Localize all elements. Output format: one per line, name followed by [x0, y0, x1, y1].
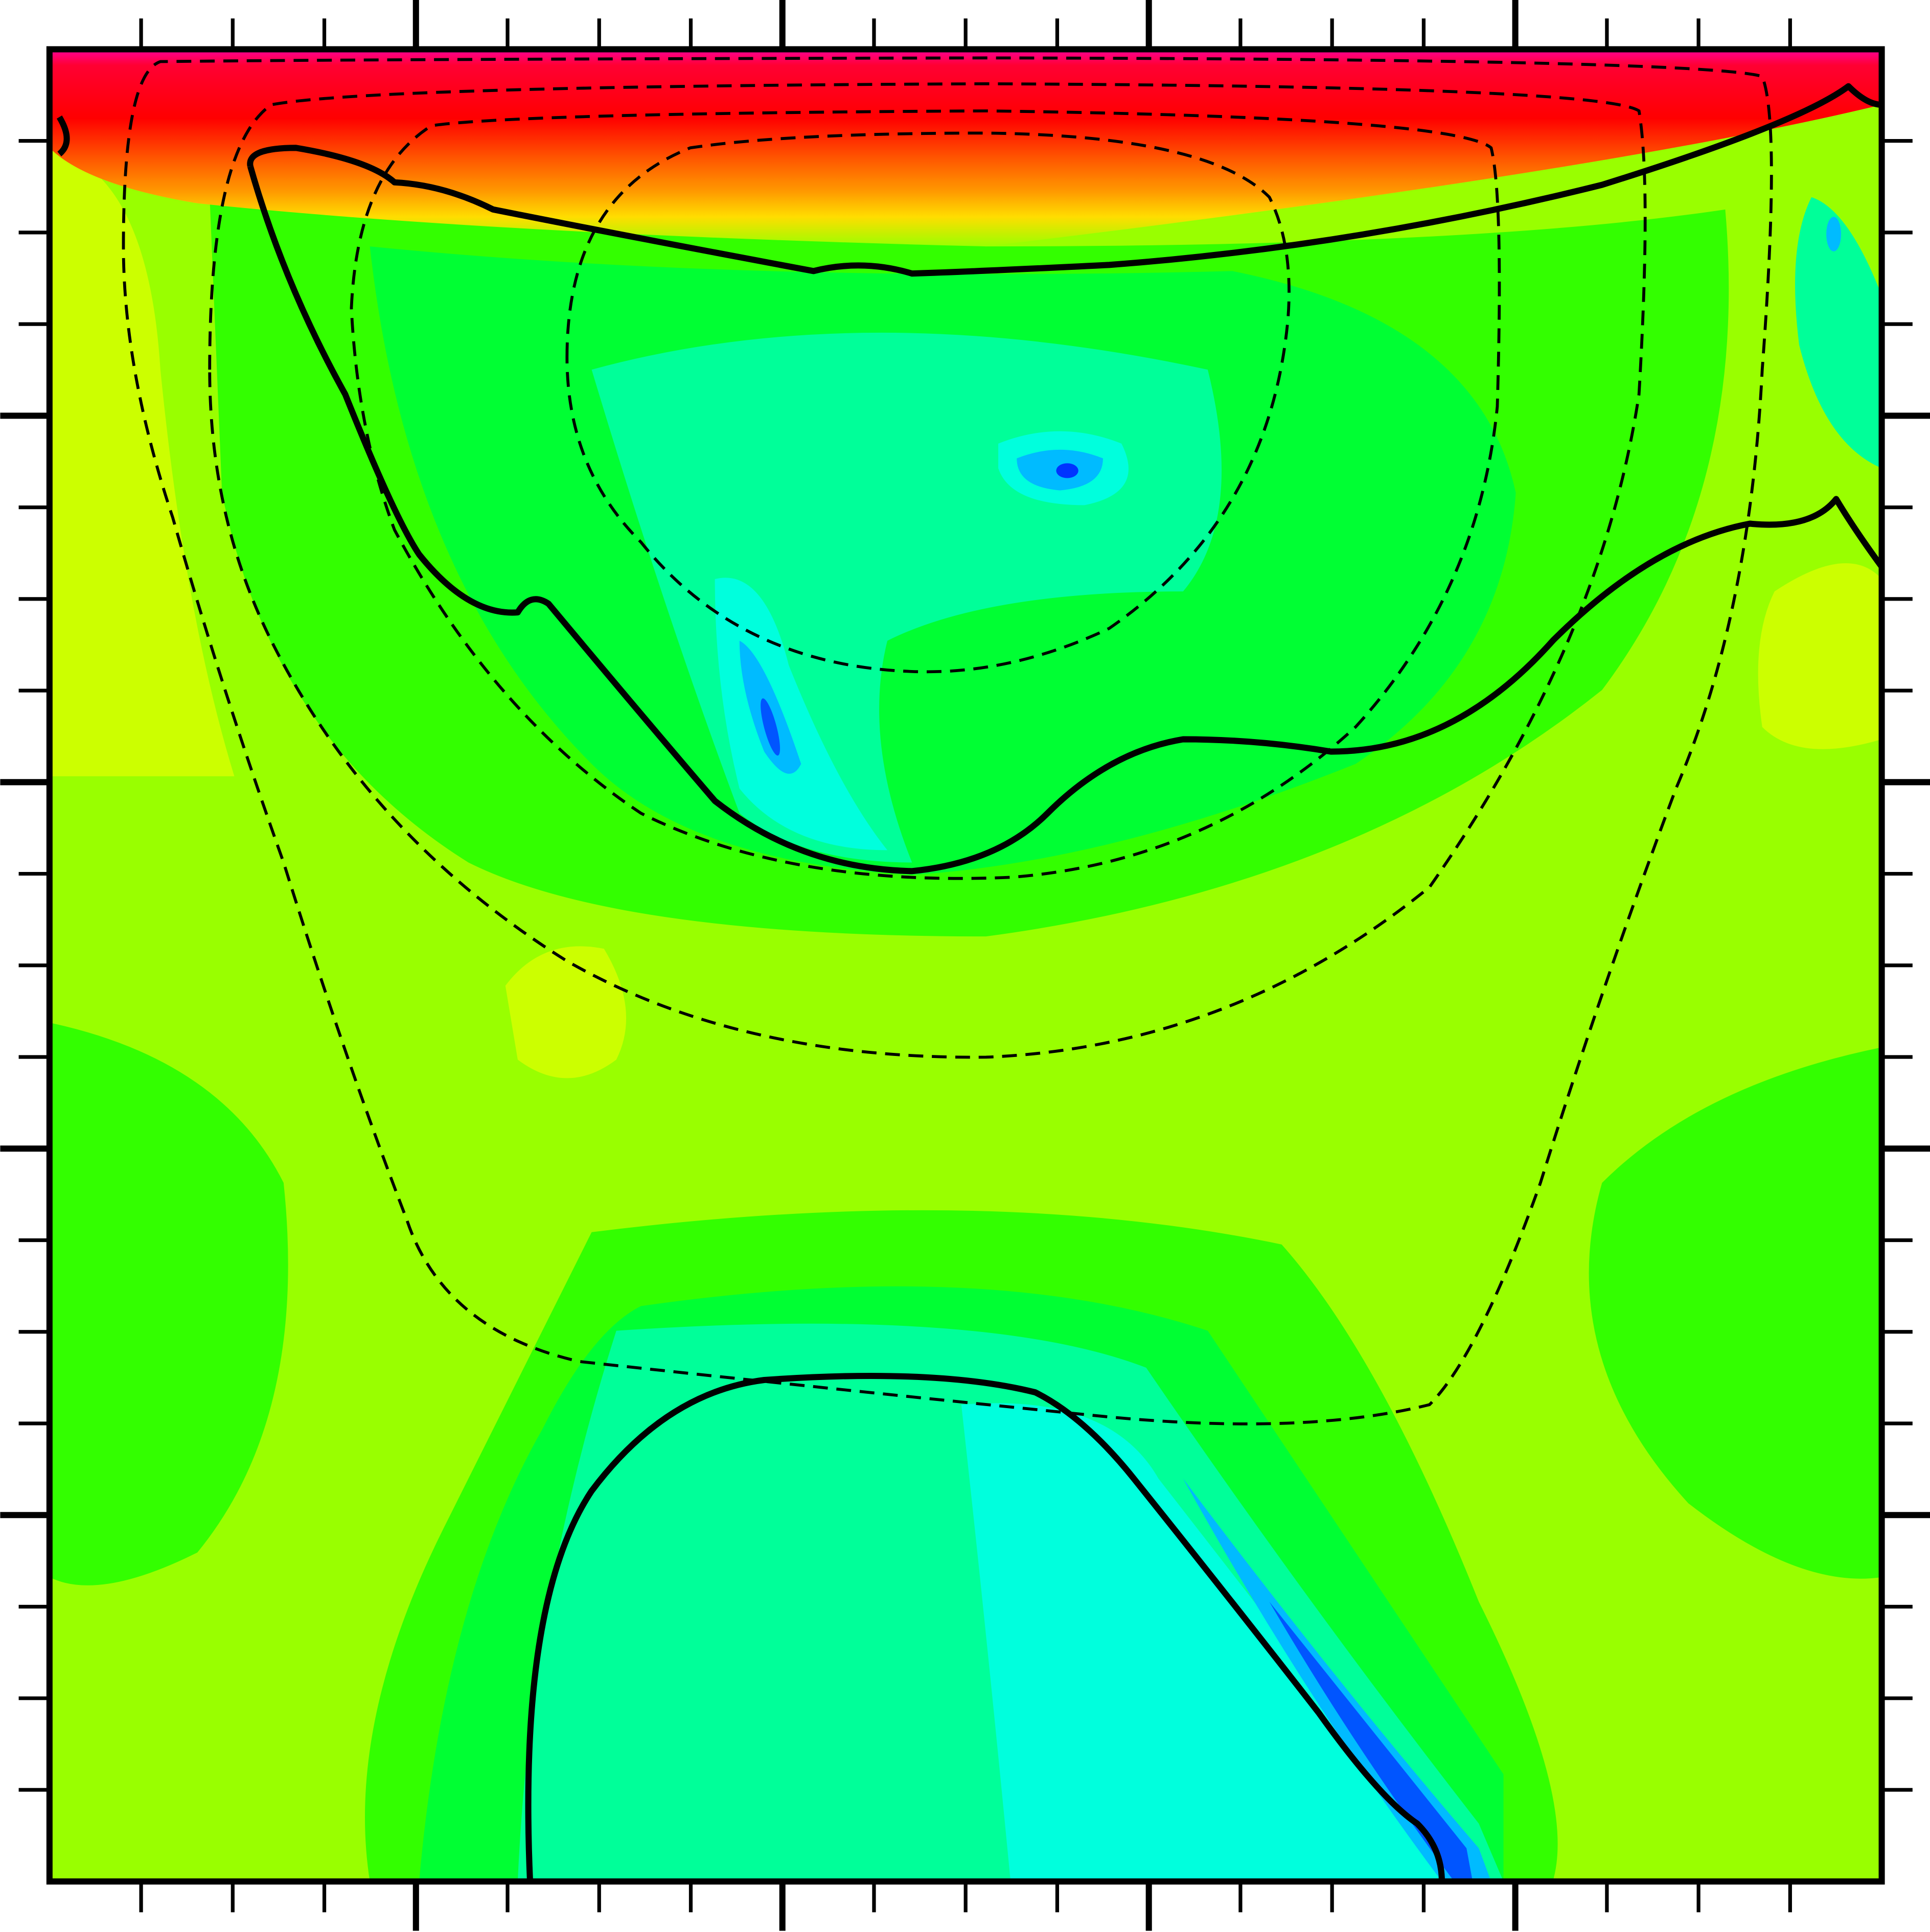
field-region [1758, 563, 1882, 749]
field-region [1795, 197, 1882, 469]
field-region [715, 578, 888, 850]
field-region [1056, 463, 1078, 478]
field-region [1269, 1601, 1473, 1882]
contour-line [247, 83, 1882, 277]
field-region [49, 1022, 288, 1585]
field-region [739, 640, 801, 774]
field-region [505, 946, 627, 1078]
field-region [1183, 1478, 1491, 1882]
field [49, 49, 1882, 1882]
field-region [1826, 217, 1842, 251]
contour-line [525, 1372, 1445, 1882]
contour-dashed [208, 82, 1647, 1059]
field-region [49, 148, 235, 776]
contour-dashed [122, 56, 1773, 1425]
field-region [761, 698, 780, 756]
field-region [1589, 1047, 1882, 1579]
contour-line [56, 115, 70, 156]
field-top-band [49, 49, 1882, 247]
contour-line [247, 165, 1882, 875]
contour-dashed [350, 109, 1501, 880]
field-region [961, 1403, 1455, 1882]
